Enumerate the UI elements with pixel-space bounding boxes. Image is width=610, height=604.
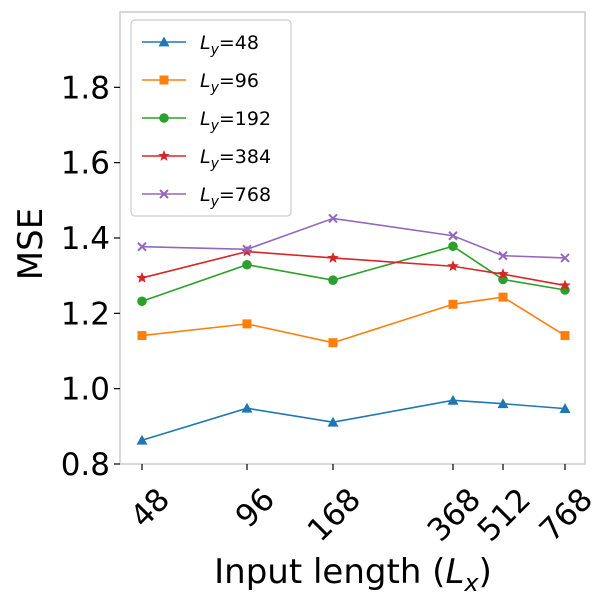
data-point	[448, 241, 458, 252]
x-axis-title-text: Input length (	[214, 552, 445, 592]
legend-item: Ly=48	[142, 32, 259, 58]
data-point	[559, 403, 571, 414]
legend-symbol: L	[200, 32, 211, 54]
x-axis-title-symbol: L	[445, 552, 464, 592]
legend-subscript: y	[210, 156, 220, 172]
legend-label: Ly=384	[200, 146, 271, 172]
y-tick-label: 1.0	[61, 372, 110, 408]
data-point	[137, 241, 147, 252]
legend-symbol: L	[200, 70, 211, 92]
data-point	[327, 251, 339, 263]
series-layer	[136, 213, 571, 445]
series-l-y-48	[136, 394, 571, 445]
series-l-y-384	[136, 245, 571, 291]
legend-subscript: y	[210, 42, 220, 58]
legend-label: Ly=768	[200, 184, 271, 210]
x-axis-title-close: )	[479, 552, 492, 592]
legend-marker	[158, 150, 170, 161]
series-line	[141, 217, 566, 259]
y-tick-label: 0.8	[61, 447, 110, 483]
legend-label: Ly=48	[200, 32, 259, 58]
data-point	[136, 271, 148, 283]
data-point	[498, 292, 508, 302]
legend-rest: =768	[219, 184, 271, 206]
data-point	[559, 279, 571, 291]
legend-marker	[158, 36, 170, 47]
series-line	[141, 245, 566, 303]
legend-item: Ly=768	[142, 184, 271, 210]
data-point	[137, 296, 147, 307]
data-point	[242, 259, 252, 270]
data-point	[327, 416, 339, 427]
series-line	[141, 296, 566, 344]
data-point	[241, 245, 253, 257]
legend-marker	[159, 113, 169, 123]
y-axis-title: MSE	[11, 208, 51, 280]
legend-rest: =96	[219, 70, 259, 92]
y-tick-label: 1.2	[61, 296, 110, 332]
legend-label: Ly=192	[200, 108, 271, 134]
data-point	[242, 319, 252, 329]
legend-rest: =384	[219, 146, 271, 168]
data-point	[560, 331, 570, 341]
series-line	[141, 399, 566, 442]
data-point	[328, 275, 338, 285]
data-point	[447, 394, 459, 405]
legend-symbol: L	[200, 108, 211, 130]
legend-subscript: y	[210, 80, 220, 96]
legend-symbol: L	[200, 184, 211, 206]
legend-rest: =192	[219, 108, 271, 130]
data-point	[497, 398, 509, 409]
data-point	[447, 260, 459, 272]
series-l-y-96	[137, 292, 570, 348]
legend-item: Ly=96	[142, 70, 259, 96]
y-axis: 0.8 1.0 1.2 1.4 1.6 1.8	[61, 70, 120, 483]
data-point	[497, 268, 509, 280]
legend-subscript: y	[210, 118, 220, 134]
legend-item: Ly=192	[142, 108, 271, 134]
x-axis-title-subscript: x	[463, 569, 479, 597]
legend-marker	[159, 75, 169, 85]
data-point	[137, 331, 147, 341]
data-point	[560, 253, 570, 263]
data-point	[498, 250, 508, 261]
legend-marker	[159, 189, 169, 199]
y-tick-label: 1.6	[61, 146, 110, 182]
legend-rest: =48	[219, 32, 259, 54]
y-tick-label: 1.8	[61, 70, 110, 106]
legend-label: Ly=96	[200, 70, 259, 96]
data-point	[242, 244, 252, 255]
data-point	[328, 213, 338, 224]
legend-symbol: L	[200, 146, 211, 168]
series-l-y-768	[137, 213, 570, 263]
legend-subscript: y	[210, 194, 220, 210]
legend-item: Ly=384	[142, 146, 271, 172]
x-axis-title: Input length (Lx)	[214, 552, 492, 597]
data-point	[136, 434, 148, 445]
data-point	[448, 231, 458, 241]
data-point	[328, 338, 338, 348]
series-line	[141, 250, 566, 287]
data-point	[448, 299, 458, 309]
data-point	[241, 402, 253, 413]
y-tick-label: 1.4	[61, 221, 110, 257]
legend-box	[130, 19, 292, 217]
